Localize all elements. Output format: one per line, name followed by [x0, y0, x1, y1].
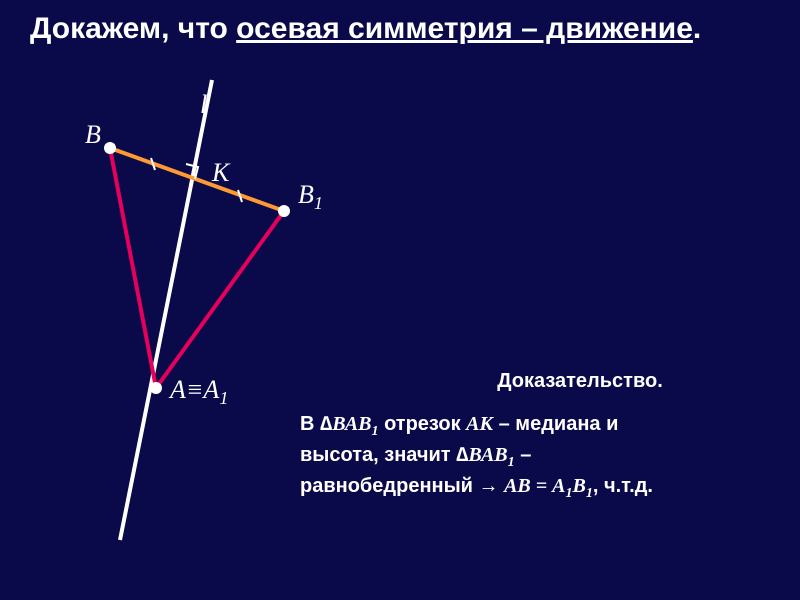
slide-title: Докажем, что осевая симметрия – движение… [30, 12, 701, 46]
proof-heading: Доказательство. [420, 370, 740, 393]
segment-ab1 [156, 211, 284, 388]
title-underlined: осевая симметрия – движение [236, 12, 693, 45]
proof-block: Доказательство. В ∆ВАВ1 отрезок АК – мед… [300, 370, 780, 504]
p-l2s: 1 [508, 455, 515, 470]
p-l3c: В [573, 475, 586, 497]
p-l1a: В ∆ [300, 413, 332, 435]
proof-text: В ∆ВАВ1 отрезок АК – медиана и высота, з… [300, 411, 780, 504]
p-l3b: АВ = А [504, 475, 565, 497]
point-a [150, 382, 162, 394]
p-l1d: АК [466, 413, 493, 435]
p-l1e: – медиана и [493, 413, 618, 435]
point-b [104, 142, 116, 154]
title-suffix: . [693, 12, 701, 45]
p-l2b: ВАВ [468, 444, 507, 466]
label-b1: В1 [298, 180, 323, 214]
p-l3a: равнобедренный → [300, 475, 504, 497]
label-a: А≡А1 [170, 375, 228, 409]
point-b1 [278, 205, 290, 217]
p-l3d: , ч.т.д. [593, 475, 653, 497]
label-b: В [85, 120, 101, 150]
label-a-main: А≡А [170, 375, 219, 404]
label-k: К [212, 158, 229, 188]
p-l3s1: 1 [566, 486, 573, 501]
label-a-sub: 1 [219, 388, 228, 408]
p-l2c: – [515, 444, 532, 466]
label-l: l [200, 90, 207, 120]
axis-line-l [120, 80, 212, 540]
p-l2a: высота, значит ∆ [300, 444, 468, 466]
segment-ab [110, 148, 156, 388]
label-b1-main: В [298, 180, 314, 209]
p-l1b: ВАВ [332, 413, 371, 435]
label-b1-sub: 1 [314, 193, 323, 213]
p-l1c: отрезок [379, 413, 467, 435]
title-prefix: Докажем, что [30, 12, 236, 45]
p-l1s: 1 [372, 424, 379, 439]
p-l3s2: 1 [586, 486, 593, 501]
